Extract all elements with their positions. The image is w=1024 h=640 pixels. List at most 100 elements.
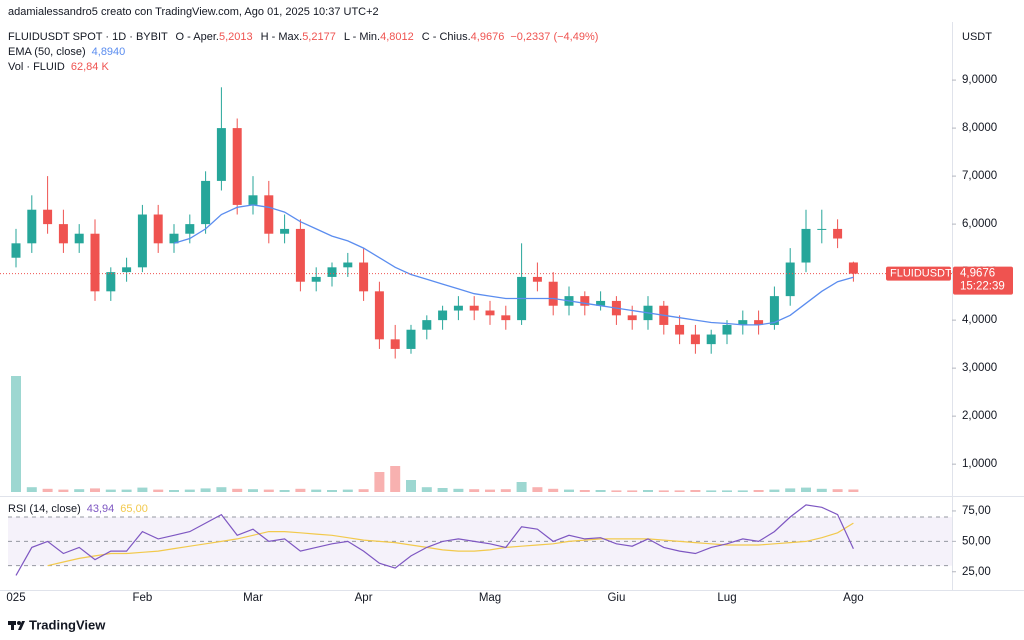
legend-text: −0,2337 (−4,49%) <box>510 31 598 43</box>
volume-bar <box>26 487 37 492</box>
volume-bar <box>785 488 796 492</box>
candle-body <box>153 214 163 244</box>
candle-body <box>817 228 827 230</box>
candle-body <box>801 228 811 263</box>
legend-text: L - Min. <box>344 31 380 43</box>
y-tick-label: 3,0000 <box>962 362 997 374</box>
brand-logo <box>8 621 25 630</box>
legend-text: 4,8012 <box>380 31 414 43</box>
candle-body <box>453 305 463 311</box>
candle-body <box>264 195 274 234</box>
volume-bar <box>548 488 559 492</box>
candle-body <box>311 276 321 282</box>
last-price-box <box>953 266 1013 295</box>
volume-bar <box>532 487 543 492</box>
legend-text: 65,00 <box>120 503 148 515</box>
volume-bar <box>263 489 274 492</box>
volume-bar <box>327 490 337 492</box>
x-tick-label: Mag <box>479 592 501 604</box>
volume-bar <box>153 489 164 492</box>
volume-bar <box>169 490 179 492</box>
candle-body <box>90 233 100 292</box>
volume-bar <box>232 488 243 492</box>
candle-body <box>469 305 479 311</box>
volume-bar <box>500 489 511 492</box>
candle-body <box>201 180 211 225</box>
countdown: 15:22:39 <box>960 281 1005 293</box>
volume-bar <box>437 488 448 492</box>
candle-body <box>532 276 542 282</box>
volume-bar <box>279 490 290 492</box>
candle-body <box>185 224 195 234</box>
y-tick-label: 1,0000 <box>962 458 997 470</box>
candle-body <box>58 224 68 244</box>
volume-bar <box>769 489 780 492</box>
candle-body <box>27 209 37 244</box>
volume-bar <box>453 488 464 492</box>
volume-bar <box>564 489 574 492</box>
volume-bar <box>658 490 669 492</box>
candle-body <box>627 315 637 321</box>
x-tick-label: Ago <box>843 592 863 604</box>
legend-text: EMA (50, close) <box>8 46 86 58</box>
volume-bar <box>342 489 353 492</box>
y-tick-label: 4,0000 <box>962 314 997 326</box>
volume-bar <box>737 490 748 492</box>
candle-body <box>390 339 400 349</box>
candle-body <box>295 228 305 282</box>
x-tick-label: Feb <box>132 592 152 604</box>
candle-body <box>137 214 147 268</box>
legend-text: 5,2177 <box>302 31 336 43</box>
x-tick-label: Giu <box>607 592 625 604</box>
volume-bar <box>200 488 211 492</box>
candle-body <box>374 291 384 340</box>
volume-bar <box>816 488 827 492</box>
volume-bar <box>690 490 701 492</box>
legend: EMA (50, close) 4,8940 <box>8 46 125 58</box>
rsi-tick-label: 75,00 <box>962 505 991 517</box>
volume-bar <box>374 472 385 492</box>
volume-bar <box>121 489 132 492</box>
y-tick-label: 8,0000 <box>962 122 997 134</box>
volume-bar <box>421 487 432 492</box>
candle-body <box>74 233 84 244</box>
legend-text: FLUIDUSDT SPOT · 1D · BYBIT <box>8 31 168 43</box>
y-tick-label: 7,0000 <box>962 170 997 182</box>
candle-body <box>722 324 732 335</box>
volume-bar <box>627 490 638 492</box>
candle-body <box>485 310 495 316</box>
rsi-line <box>15 504 854 576</box>
candle-body <box>280 228 290 234</box>
candle-body <box>769 296 779 325</box>
legend-text: O - Aper. <box>176 31 219 43</box>
volume-bar <box>674 490 685 492</box>
volume-bar <box>216 487 227 492</box>
legend-text: 5,2013 <box>219 31 253 43</box>
last-price-label: 4,9676 <box>960 268 995 280</box>
legend-text: 4,9676 <box>471 31 505 43</box>
volume-bar <box>105 489 116 492</box>
volume-bar <box>406 480 416 492</box>
candle-body <box>596 300 606 306</box>
volume-bar <box>390 466 401 492</box>
volume-bar <box>311 489 322 492</box>
volume-bar <box>137 487 148 492</box>
volume-bar <box>248 489 258 492</box>
candle-body <box>406 329 416 349</box>
x-tick-label: Apr <box>355 592 373 604</box>
attribution: adamialessandro5 creato con TradingView.… <box>8 6 379 18</box>
legend-text: RSI (14, close) <box>8 503 81 515</box>
legend-text: 62,84 K <box>71 61 110 73</box>
candle-body <box>122 267 132 273</box>
candle-body <box>248 195 258 205</box>
legend-text: Vol · FLUID <box>8 61 65 73</box>
candle-body <box>106 272 116 292</box>
x-tick-label: Mar <box>243 592 263 604</box>
candle-body <box>833 228 843 239</box>
candle-body <box>169 233 179 244</box>
volume-bar <box>295 488 306 492</box>
volume-bar <box>74 489 85 492</box>
legend: RSI (14, close) 43,94 65,00 <box>8 503 148 515</box>
legend: Vol · FLUID 62,84 K <box>8 61 109 73</box>
